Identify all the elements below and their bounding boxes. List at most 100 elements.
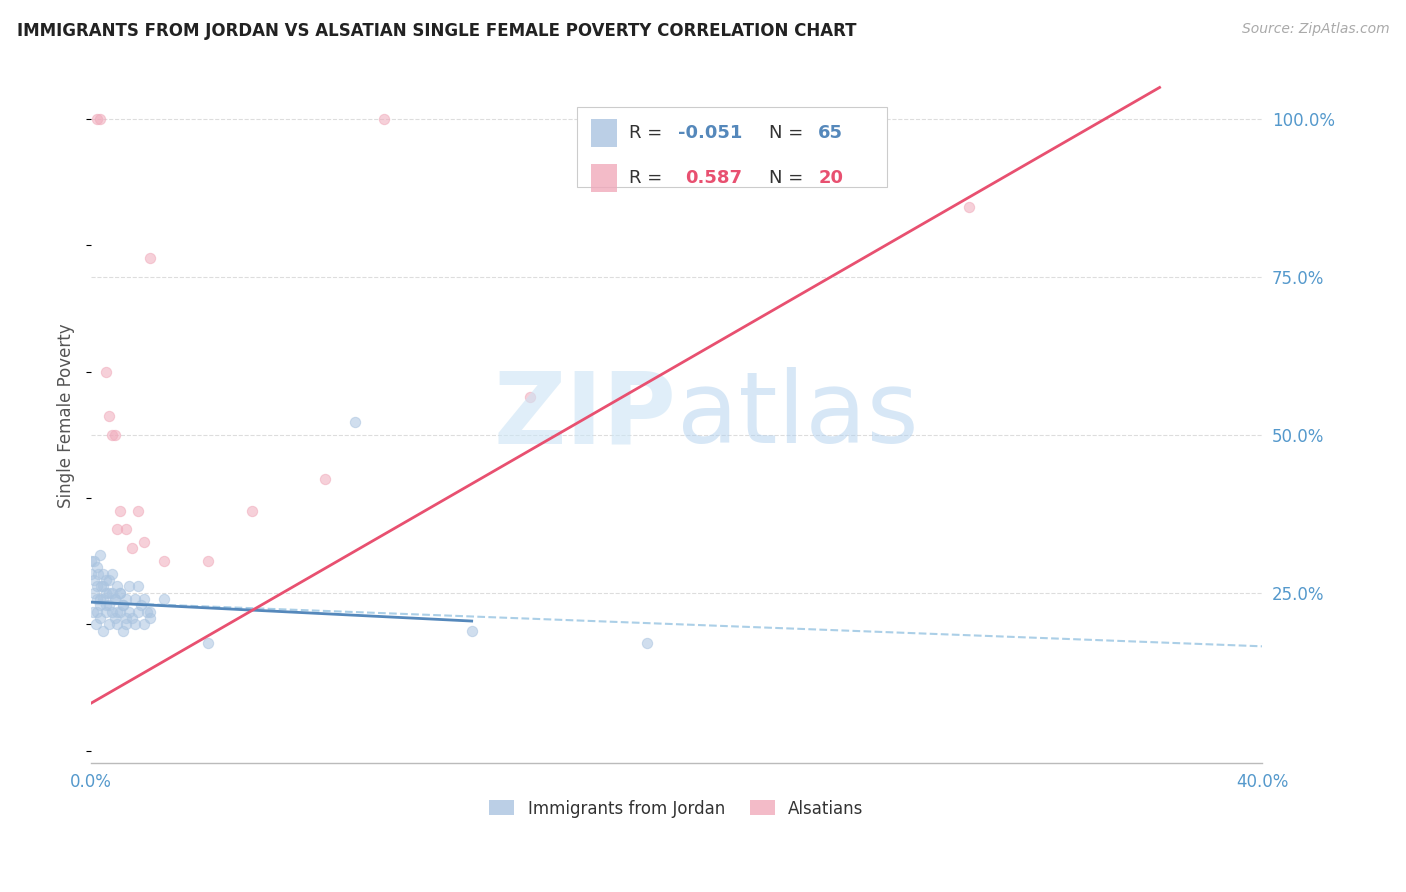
Point (82, 605, 104, 619)
FancyBboxPatch shape (591, 120, 617, 147)
Text: N =: N = (769, 169, 808, 187)
Point (91, 591, 114, 606)
Text: 20: 20 (818, 169, 844, 187)
Point (83, 573, 105, 587)
Point (86, 579, 108, 593)
Point (91, 566, 114, 581)
Point (519, 390, 541, 404)
Point (124, 591, 146, 606)
Text: R =: R = (628, 169, 673, 187)
Point (100, 566, 122, 581)
Legend: Immigrants from Jordan, Alsatians: Immigrants from Jordan, Alsatians (482, 793, 870, 824)
Point (115, 523, 138, 537)
Point (110, 503, 132, 517)
Point (110, 605, 132, 619)
Point (115, 591, 138, 606)
Point (94, 605, 117, 619)
Point (118, 579, 141, 593)
Point (132, 617, 155, 632)
Point (124, 617, 146, 632)
Point (197, 636, 219, 650)
Point (100, 605, 122, 619)
Point (94, 599, 117, 613)
Point (83, 554, 105, 568)
Point (84, 617, 107, 632)
Point (86, 591, 108, 606)
Point (240, 503, 263, 517)
Point (91, 579, 114, 593)
Point (94, 585, 117, 599)
Text: 65: 65 (818, 124, 844, 142)
Point (86, 112, 108, 126)
Point (80, 554, 103, 568)
Point (636, 636, 658, 650)
Point (89, 611, 111, 625)
FancyBboxPatch shape (576, 107, 887, 186)
Point (127, 503, 149, 517)
Text: 0.587: 0.587 (685, 169, 742, 187)
Point (89, 112, 111, 126)
Y-axis label: Single Female Poverty: Single Female Poverty (58, 324, 75, 508)
Point (314, 472, 336, 486)
Point (118, 605, 141, 619)
Point (129, 599, 152, 613)
Point (103, 611, 125, 625)
Text: -0.051: -0.051 (678, 124, 742, 142)
Point (115, 617, 138, 632)
Point (103, 591, 125, 606)
Point (87, 566, 110, 581)
Point (107, 579, 129, 593)
Point (343, 415, 366, 429)
Point (89, 591, 111, 606)
Point (153, 554, 176, 568)
Text: IMMIGRANTS FROM JORDAN VS ALSATIAN SINGLE FEMALE POVERTY CORRELATION CHART: IMMIGRANTS FROM JORDAN VS ALSATIAN SINGL… (17, 22, 856, 40)
Point (107, 523, 129, 537)
Text: R =: R = (628, 124, 668, 142)
Point (138, 611, 160, 625)
Point (83, 585, 105, 599)
Point (373, 112, 395, 126)
Point (94, 365, 117, 379)
Point (138, 605, 160, 619)
Text: ZIP: ZIP (494, 368, 676, 465)
Point (107, 617, 129, 632)
Point (86, 560, 108, 574)
Text: Source: ZipAtlas.com: Source: ZipAtlas.com (1241, 22, 1389, 37)
Point (103, 427, 125, 442)
Point (132, 591, 155, 606)
Point (100, 427, 122, 442)
Point (80, 566, 103, 581)
Point (100, 585, 122, 599)
Point (112, 599, 135, 613)
Point (89, 548, 111, 562)
Point (86, 605, 108, 619)
Point (135, 605, 157, 619)
Point (121, 611, 143, 625)
Point (197, 554, 219, 568)
Point (97, 585, 120, 599)
Point (91, 624, 114, 638)
Point (110, 585, 132, 599)
Point (121, 541, 143, 556)
Point (132, 535, 155, 549)
Point (127, 579, 149, 593)
Point (103, 591, 125, 606)
Point (153, 591, 176, 606)
Point (89, 599, 111, 613)
Point (107, 605, 129, 619)
Point (110, 585, 132, 599)
Point (94, 573, 117, 587)
Text: N =: N = (769, 124, 808, 142)
Point (112, 599, 135, 613)
Text: atlas: atlas (676, 368, 918, 465)
Point (90, 579, 112, 593)
Point (115, 611, 138, 625)
Point (97, 617, 120, 632)
Point (112, 624, 135, 638)
Point (957, 201, 980, 215)
Point (97, 573, 120, 587)
FancyBboxPatch shape (591, 164, 617, 192)
Point (127, 605, 149, 619)
Point (460, 624, 482, 638)
Point (138, 251, 160, 265)
